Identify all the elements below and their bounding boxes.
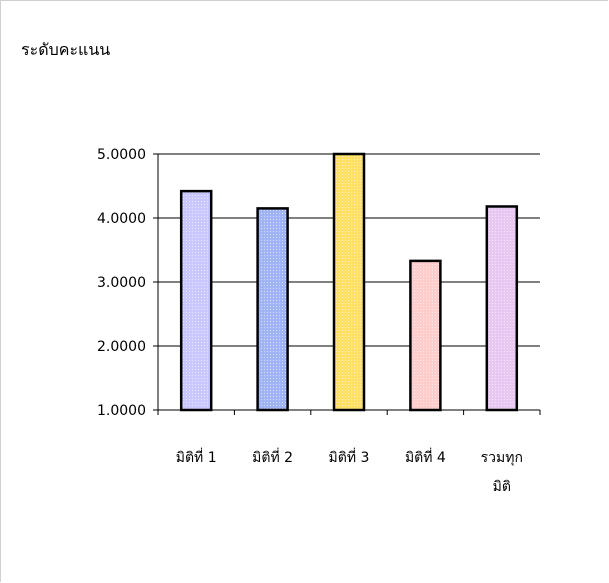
y-axis-title: ระดับคะแนน [21,40,111,59]
x-tick-label: มิติที่ 2 [252,448,293,466]
x-tick-label: มิติที่ 4 [405,448,446,466]
x-tick-label: มิติที่ 1 [176,448,217,466]
bar-outline-2 [256,207,289,412]
bar-outline-3 [332,152,366,412]
y-tick-label: 2.0000 [97,339,146,355]
y-tick-label: 3.0000 [97,275,146,291]
x-tick-label: มิติที่ 3 [329,448,370,466]
y-tick-label: 5.0000 [97,147,146,163]
bar-outline-1 [179,189,213,412]
bar-outline-5 [485,205,519,412]
y-tick-label: 4.0000 [97,211,146,227]
x-tick-label: มิติ [493,479,511,495]
bar-outline-4 [409,259,442,412]
x-tick-label: รวมทุก [481,450,523,466]
y-tick-label: 1.0000 [97,403,146,419]
